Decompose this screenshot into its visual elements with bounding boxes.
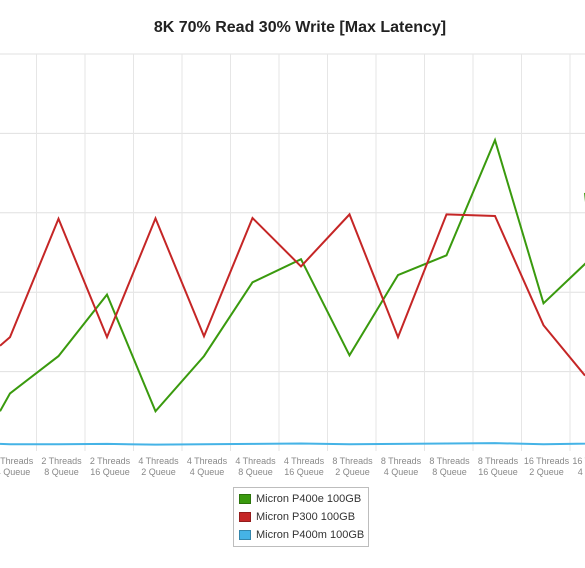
x-tick-label-line2: 8 Queue — [44, 467, 79, 477]
legend-label: Micron P400e 100GB — [256, 493, 362, 505]
series-line — [0, 212, 585, 377]
x-tick-label: 8 Threads 16 Queue — [478, 456, 519, 477]
legend-label: Micron P300 100GB — [256, 511, 356, 523]
x-tick-label-line1: 2 Threads — [0, 456, 34, 466]
x-tick-label: 2 Threads 16 Queue — [90, 456, 131, 477]
x-tick-label-line2: 8 Queue — [238, 467, 273, 477]
x-tick-label-line1: 8 Threads — [332, 456, 373, 466]
legend-swatch — [239, 494, 251, 504]
x-tick-label-line1: 8 Threads — [478, 456, 519, 466]
legend-label: Micron P400m 100GB — [256, 529, 365, 541]
legend-item: Micron P400m 100GB — [239, 526, 368, 544]
x-tick-label: 2 Threads 8 Queue — [41, 456, 82, 477]
x-tick-label: 8 Threads 4 Queue — [381, 456, 422, 477]
x-tick-label: 4 Threads 4 Queue — [187, 456, 228, 477]
grid-layer — [0, 53, 585, 451]
x-tick-label: 8 Threads 2 Queue — [332, 456, 373, 477]
x-tick-label-line2: 4 Queue — [190, 467, 225, 477]
x-tick-label: 16 Threads 2 Queue — [524, 456, 570, 477]
x-tick-label-line1: 2 Threads — [41, 456, 82, 466]
x-tick-label-line1: 8 Threads — [381, 456, 422, 466]
x-tick-label-line2: 2 Queue — [335, 467, 370, 477]
x-tick-label-line1: 2 Threads — [90, 456, 131, 466]
legend-item: Micron P300 100GB — [239, 508, 368, 526]
legend-swatch — [239, 512, 251, 522]
x-tick-label-line2: 4 Queue — [384, 467, 419, 477]
legend-swatch — [239, 530, 251, 540]
x-tick-label: 4 Threads 8 Queue — [235, 456, 276, 477]
x-tick-label-line1: 16 Threads — [524, 456, 570, 466]
x-tick-label-line2: 2 Queue — [141, 467, 176, 477]
x-tick-label-line2: 8 Queue — [432, 467, 467, 477]
x-tick-label-line2: 16 Queue — [90, 467, 130, 477]
chart-legend: Micron P400e 100GB Micron P300 100GB Micro… — [233, 487, 369, 547]
x-tick-label-line2: 4 Queue — [578, 467, 585, 477]
x-tick-label: 4 Threads 16 Queue — [284, 456, 325, 477]
x-tick-label-line1: 8 Threads — [429, 456, 470, 466]
series-line — [0, 442, 585, 446]
x-tick-label-line2: 4 Queue — [0, 467, 30, 477]
x-tick-label: 8 Threads 8 Queue — [429, 456, 470, 477]
series-layer — [0, 137, 585, 446]
x-tick-label: 4 Threads 2 Queue — [138, 456, 179, 477]
x-tick-label-line1: 4 Threads — [138, 456, 179, 466]
series-line — [0, 137, 585, 414]
legend-item: Micron P400e 100GB — [239, 490, 368, 508]
x-tick-label-line1: 16 Threads — [572, 456, 585, 466]
x-tick-label-line2: 16 Queue — [478, 467, 518, 477]
x-tick-label-line1: 4 Threads — [235, 456, 276, 466]
x-tick-label-line1: 4 Threads — [187, 456, 228, 466]
x-tick-label-line2: 2 Queue — [529, 467, 564, 477]
x-tick-label-line2: 16 Queue — [284, 467, 324, 477]
chart-title: 8K 70% Read 30% Write [Max Latency] — [153, 19, 447, 36]
x-tick-label-line1: 4 Threads — [284, 456, 325, 466]
